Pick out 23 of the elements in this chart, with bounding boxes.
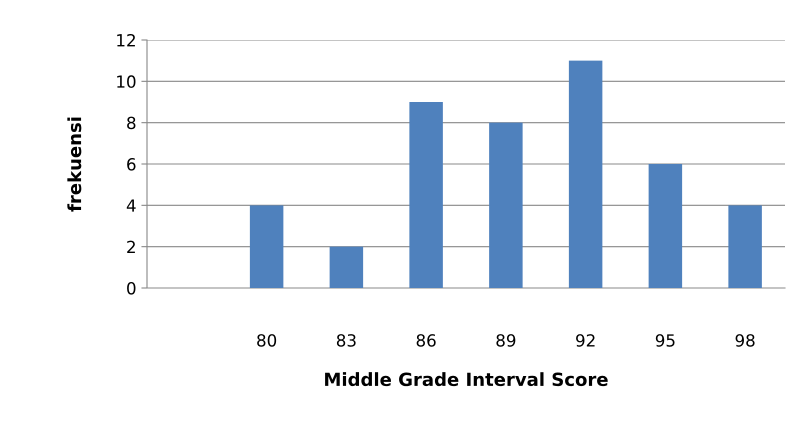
x-tick-label: 95 <box>656 334 675 347</box>
y-tick-label: 4 <box>126 200 136 212</box>
bar <box>489 122 523 288</box>
y-tick-label: 2 <box>127 240 135 253</box>
bar <box>728 205 762 288</box>
y-tick-label: 0 <box>127 282 136 295</box>
bar <box>568 60 602 288</box>
bar <box>330 246 364 288</box>
x-tick-label: 98 <box>736 334 755 347</box>
bar <box>409 102 443 288</box>
y-tick-label: 12 <box>117 34 135 46</box>
bar <box>250 205 284 288</box>
x-tick-label: 86 <box>416 334 436 347</box>
x-tick-label: 83 <box>336 334 356 347</box>
y-tick-label: 6 <box>127 158 136 171</box>
y-axis-title: frekuensi <box>67 118 82 212</box>
x-tick-label: 89 <box>496 334 516 347</box>
x-tick-label: 80 <box>257 334 276 347</box>
bar <box>648 164 682 288</box>
x-tick-label: 92 <box>576 334 595 347</box>
y-tick-label: 8 <box>127 116 136 130</box>
x-axis-title: Middle Grade Interval Score <box>325 372 608 386</box>
y-tick-label: 10 <box>117 75 136 88</box>
